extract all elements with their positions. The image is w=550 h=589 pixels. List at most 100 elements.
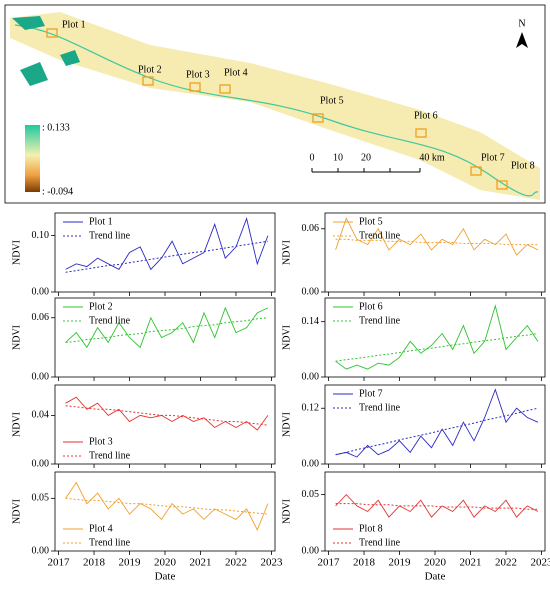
plot-box	[219, 84, 231, 94]
legend-label: Plot 7	[359, 388, 383, 399]
plot-label: Plot 8	[511, 160, 535, 171]
y-tick-label: 0.00	[32, 371, 50, 382]
plot-label: Plot 5	[320, 95, 344, 106]
x-tick-label: 2018	[83, 557, 106, 569]
colorbar-min: : -0.094	[42, 186, 73, 197]
legend-label: Trend line	[89, 450, 131, 461]
plot-frame	[54, 297, 276, 378]
legend-label: Trend line	[89, 315, 131, 326]
y-axis-label: NDVI	[11, 240, 22, 265]
legend-label: Trend line	[89, 230, 131, 241]
ndvi-line	[335, 388, 539, 458]
ndvi-line	[65, 217, 269, 271]
x-tick-label: 2023	[530, 557, 550, 569]
y-axis-label: NDVI	[281, 499, 292, 524]
legend-label: Plot 8	[359, 523, 383, 534]
y-tick-label: 0.00	[302, 371, 320, 382]
x-axis-label: Date	[425, 571, 446, 583]
plot-box	[496, 180, 508, 190]
y-tick-label: 0.00	[302, 458, 320, 469]
plot-box	[312, 113, 324, 123]
trend-line	[335, 238, 538, 246]
y-tick-label: 0.04	[32, 410, 50, 421]
y-tick-label: 0.06	[302, 223, 320, 234]
map: : 0.133 : -0.094 N Plot 1 Plot 2 Plot 3 Plo…	[4, 4, 546, 204]
legend-label: Plot 6	[359, 301, 383, 312]
ndvi-line	[335, 304, 539, 370]
y-tick-label: 0.00	[32, 545, 50, 556]
y-tick-label: 0.00	[32, 458, 50, 469]
north-arrow	[516, 32, 528, 48]
y-tick-label: 0.00	[32, 286, 50, 297]
legend-label: Plot 5	[359, 216, 383, 227]
plot-box	[142, 76, 154, 86]
x-axis-label: Date	[155, 571, 176, 583]
plot-label: Plot 2	[138, 64, 162, 75]
plot-box	[415, 128, 427, 138]
y-axis-label: NDVI	[11, 325, 22, 350]
plot-frame	[324, 384, 546, 465]
x-tick-label: 2019	[389, 557, 412, 569]
plot-frame	[324, 471, 546, 552]
colorbar-max: : 0.133	[42, 122, 70, 133]
scale-label: 10	[333, 152, 343, 163]
ndvi-line	[65, 481, 269, 531]
ndvi-line	[65, 396, 269, 431]
scale-label: 0	[310, 152, 315, 163]
x-tick-label: 2020	[154, 557, 177, 569]
y-axis-label: NDVI	[281, 412, 292, 437]
vegetation-patch	[12, 16, 80, 86]
y-tick-label: 0.14	[302, 316, 320, 327]
x-tick-label: 2022	[225, 557, 247, 569]
ndvi-line	[335, 493, 539, 518]
plot-box	[46, 28, 58, 38]
plot-label: Plot 6	[414, 110, 438, 121]
x-tick-label: 2023	[260, 557, 283, 569]
y-axis-label: NDVI	[11, 499, 22, 524]
y-axis-label: NDVI	[281, 240, 292, 265]
legend-label: Plot 2	[89, 301, 113, 312]
ndvi-line	[65, 306, 269, 349]
y-tick-label: 0.06	[32, 312, 50, 323]
plot-frame	[324, 212, 546, 293]
plot-label: Plot 1	[62, 19, 86, 30]
x-tick-label: 2019	[119, 557, 142, 569]
y-tick-label: 0.00	[302, 286, 320, 297]
y-tick-label: 0.10	[32, 230, 50, 241]
legend-label: Trend line	[359, 315, 401, 326]
y-tick-label: 0.00	[302, 545, 320, 556]
plot-label: Plot 7	[481, 152, 505, 163]
y-tick-label: 0.12	[302, 403, 320, 414]
legend-label: Plot 1	[89, 216, 113, 227]
x-tick-label: 2022	[495, 557, 517, 569]
trend-line	[335, 407, 539, 456]
trend-line	[65, 497, 268, 515]
trend-line	[335, 503, 538, 510]
colorbar	[25, 125, 40, 192]
legend-label: Plot 3	[89, 436, 113, 447]
plot-label: Plot 4	[224, 67, 248, 78]
north-label: N	[518, 18, 525, 29]
x-tick-label: 2021	[189, 557, 211, 569]
legend-label: Trend line	[359, 230, 401, 241]
plot-box	[470, 166, 482, 176]
y-axis-label: NDVI	[281, 325, 292, 350]
legend-label: Trend line	[89, 537, 131, 548]
legend-label: Trend line	[359, 537, 401, 548]
plot-box	[189, 82, 201, 92]
scale-label: 20	[361, 152, 371, 163]
x-tick-label: 2017	[48, 557, 71, 569]
x-tick-label: 2020	[424, 557, 447, 569]
study-area	[10, 12, 540, 200]
ndvi-line	[335, 217, 539, 256]
legend-label: Plot 4	[89, 523, 113, 534]
plot-label: Plot 3	[186, 69, 210, 80]
x-tick-label: 2021	[459, 557, 481, 569]
x-tick-label: 2017	[318, 557, 341, 569]
trend-line	[65, 405, 268, 426]
x-tick-label: 2018	[353, 557, 376, 569]
y-tick-label: 0.05	[32, 493, 50, 504]
y-axis-label: NDVI	[11, 412, 22, 437]
scale-label: 40 km	[419, 152, 445, 163]
